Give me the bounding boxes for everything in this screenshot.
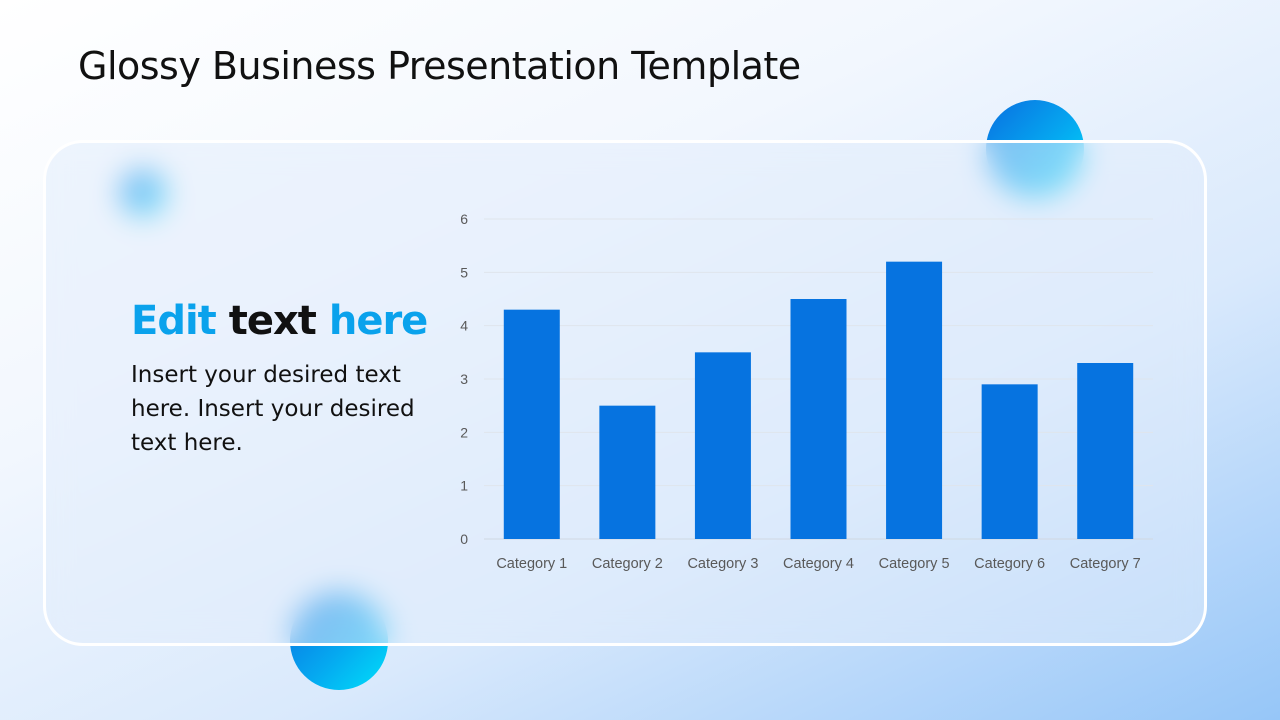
x-tick-label: Category 1	[496, 556, 567, 572]
y-tick-label: 3	[460, 371, 468, 387]
bar	[1077, 363, 1134, 539]
bar	[599, 405, 656, 539]
y-tick-label: 1	[460, 478, 468, 494]
x-tick-label: Category 6	[974, 556, 1045, 572]
y-tick-label: 0	[460, 531, 468, 547]
bar	[886, 261, 943, 539]
y-tick-label: 2	[460, 424, 468, 440]
y-tick-label: 5	[460, 264, 468, 280]
bar	[503, 309, 560, 539]
heading-part-1: Edit	[131, 298, 217, 344]
heading: Edit text here	[131, 298, 428, 344]
bar-chart: 0 1 2 3 4 5 6 Category 1 Category 2 Category 3 Cat…	[460, 211, 1153, 572]
y-tick-label: 6	[460, 211, 468, 227]
body-text: Insert your desired text here. Insert yo…	[131, 362, 415, 456]
glass-card	[43, 140, 1207, 646]
x-tick-label: Category 4	[783, 556, 854, 572]
x-tick-label: Category 3	[687, 556, 758, 572]
x-tick-label: Category 2	[592, 556, 663, 572]
heading-part-3: here	[328, 298, 428, 344]
x-tick-label: Category 7	[1070, 556, 1141, 572]
y-tick-label: 4	[460, 318, 468, 334]
x-tick-label: Category 5	[879, 556, 950, 572]
heading-part-2: text	[228, 298, 317, 344]
slide-title: Glossy Business Presentation Template	[78, 44, 801, 88]
bar	[981, 384, 1038, 539]
bar	[790, 299, 847, 539]
bar	[694, 352, 751, 539]
